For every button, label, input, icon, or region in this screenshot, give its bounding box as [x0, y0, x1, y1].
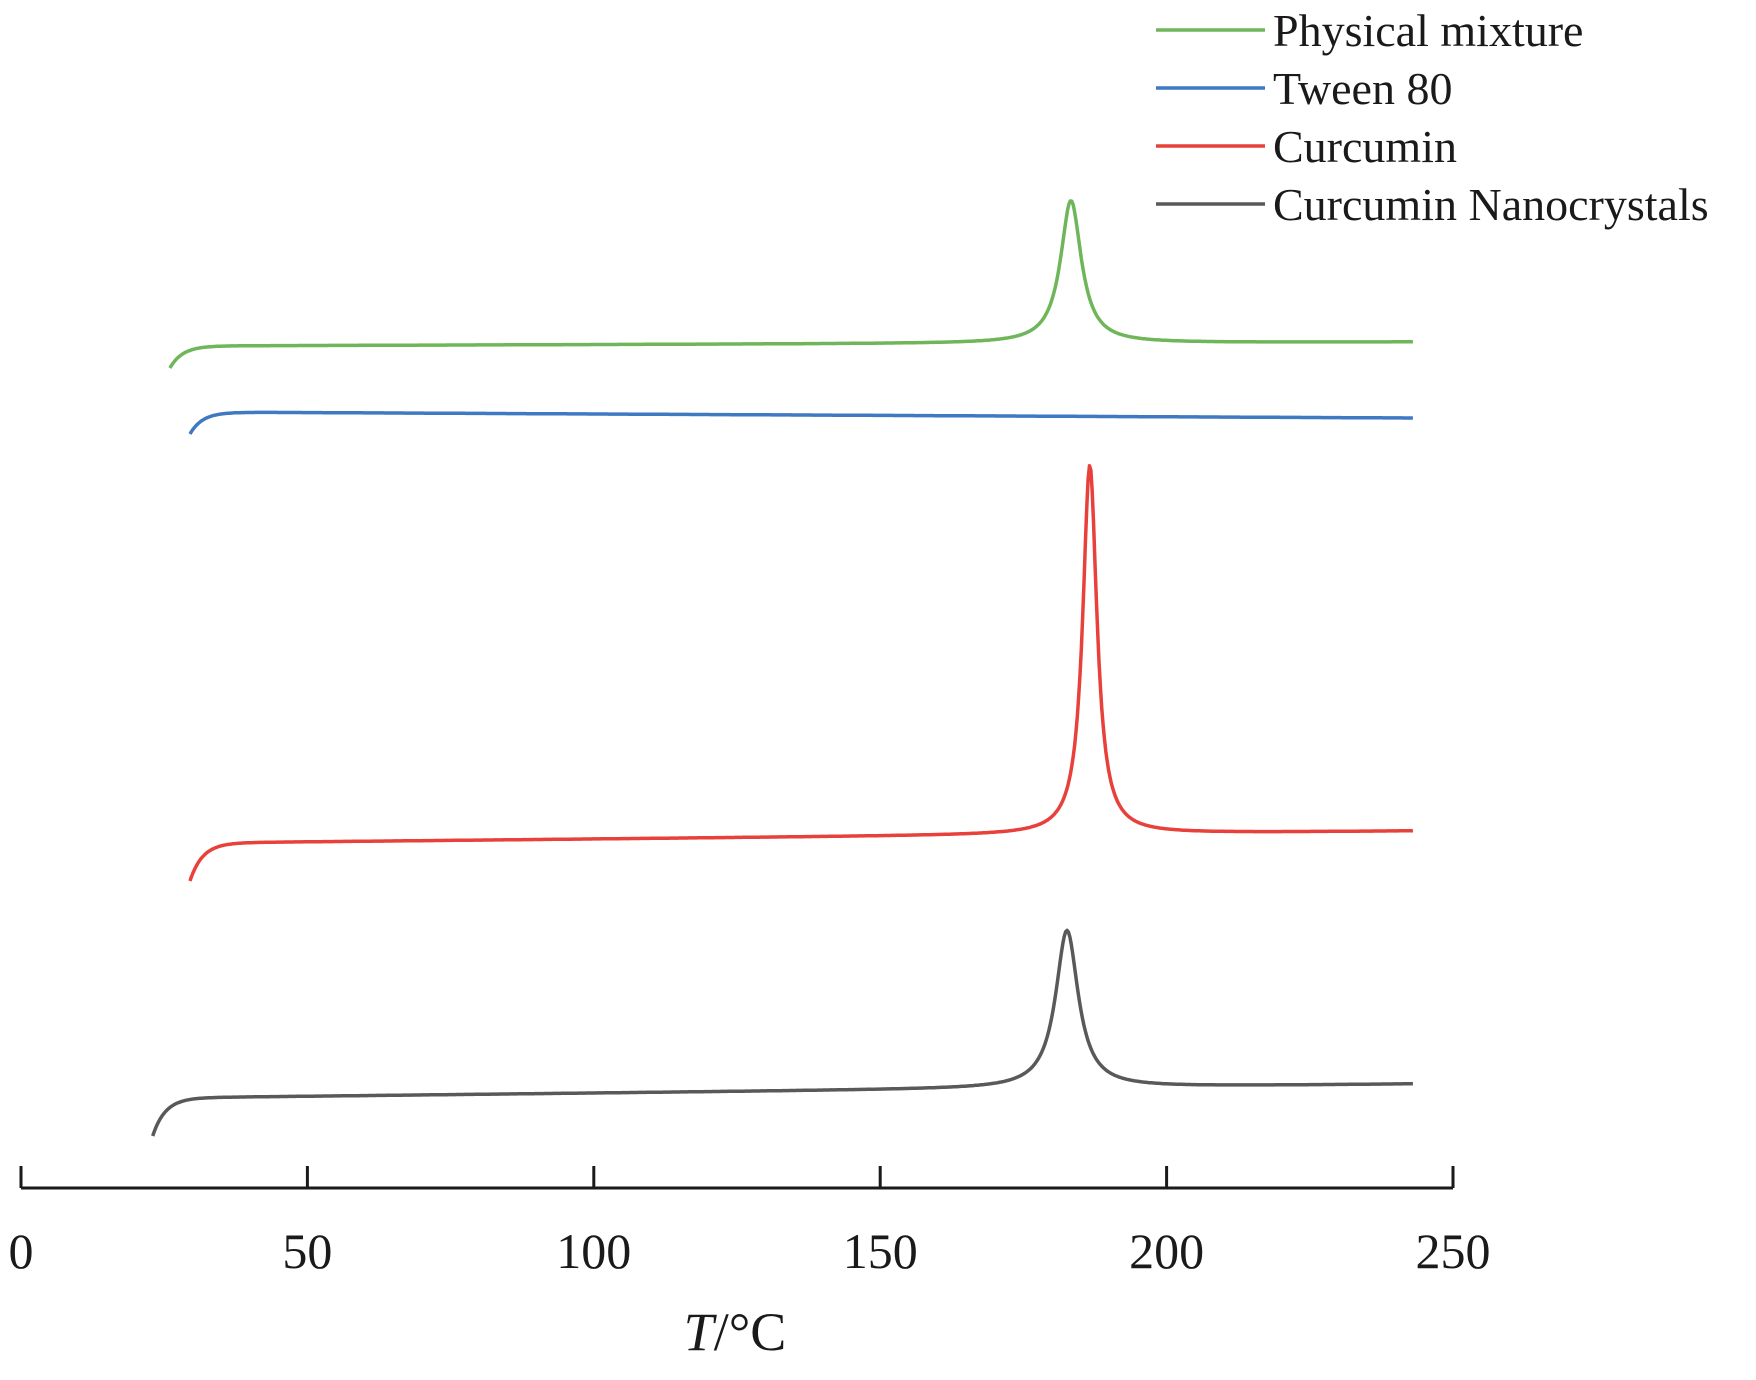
x-tick-label: 100 — [556, 1223, 631, 1279]
legend: Physical mixture Tween 80 Curcumin Curcumin… — [1156, 5, 1709, 230]
x-tick-label: 250 — [1416, 1223, 1491, 1279]
x-tick-label: 200 — [1129, 1223, 1204, 1279]
x-axis-title-unit: /°C — [714, 1302, 787, 1362]
x-tick-label: 50 — [282, 1223, 332, 1279]
series-line — [151, 928, 1414, 1137]
legend-label: Physical mixture — [1273, 5, 1583, 56]
x-axis-ticks — [19, 1166, 1455, 1188]
series-line — [188, 410, 1414, 435]
series-line — [168, 199, 1414, 369]
legend-label: Curcumin Nanocrystals — [1273, 179, 1709, 230]
series-group — [151, 199, 1414, 1137]
legend-label: Curcumin — [1273, 121, 1457, 172]
series-line — [188, 463, 1414, 882]
legend-label: Tween 80 — [1273, 63, 1452, 114]
x-axis: 0 50 100 150 200 250 — [9, 1166, 1491, 1279]
x-tick-label: 0 — [9, 1223, 34, 1279]
x-axis-tick-labels: 0 50 100 150 200 250 — [9, 1223, 1491, 1279]
x-axis-title: T/°C — [684, 1302, 787, 1362]
x-axis-title-variable: T — [684, 1302, 718, 1362]
x-tick-label: 150 — [843, 1223, 918, 1279]
